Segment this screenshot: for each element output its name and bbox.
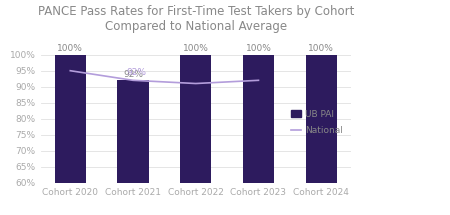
Text: 100%: 100%	[308, 45, 334, 53]
Text: 100%: 100%	[57, 45, 83, 53]
Legend: UB PAI, National: UB PAI, National	[287, 106, 346, 138]
Text: 100%: 100%	[246, 45, 271, 53]
Bar	[117, 80, 148, 215]
Bar	[243, 55, 274, 215]
Bar	[180, 55, 211, 215]
Text: 92%: 92%	[126, 68, 146, 77]
Bar	[306, 55, 337, 215]
Bar	[54, 55, 86, 215]
Text: 100%: 100%	[183, 45, 209, 53]
Text: 92%: 92%	[123, 70, 143, 79]
Title: PANCE Pass Rates for First-Time Test Takers by Cohort
Compared to National Avera: PANCE Pass Rates for First-Time Test Tak…	[37, 5, 354, 33]
